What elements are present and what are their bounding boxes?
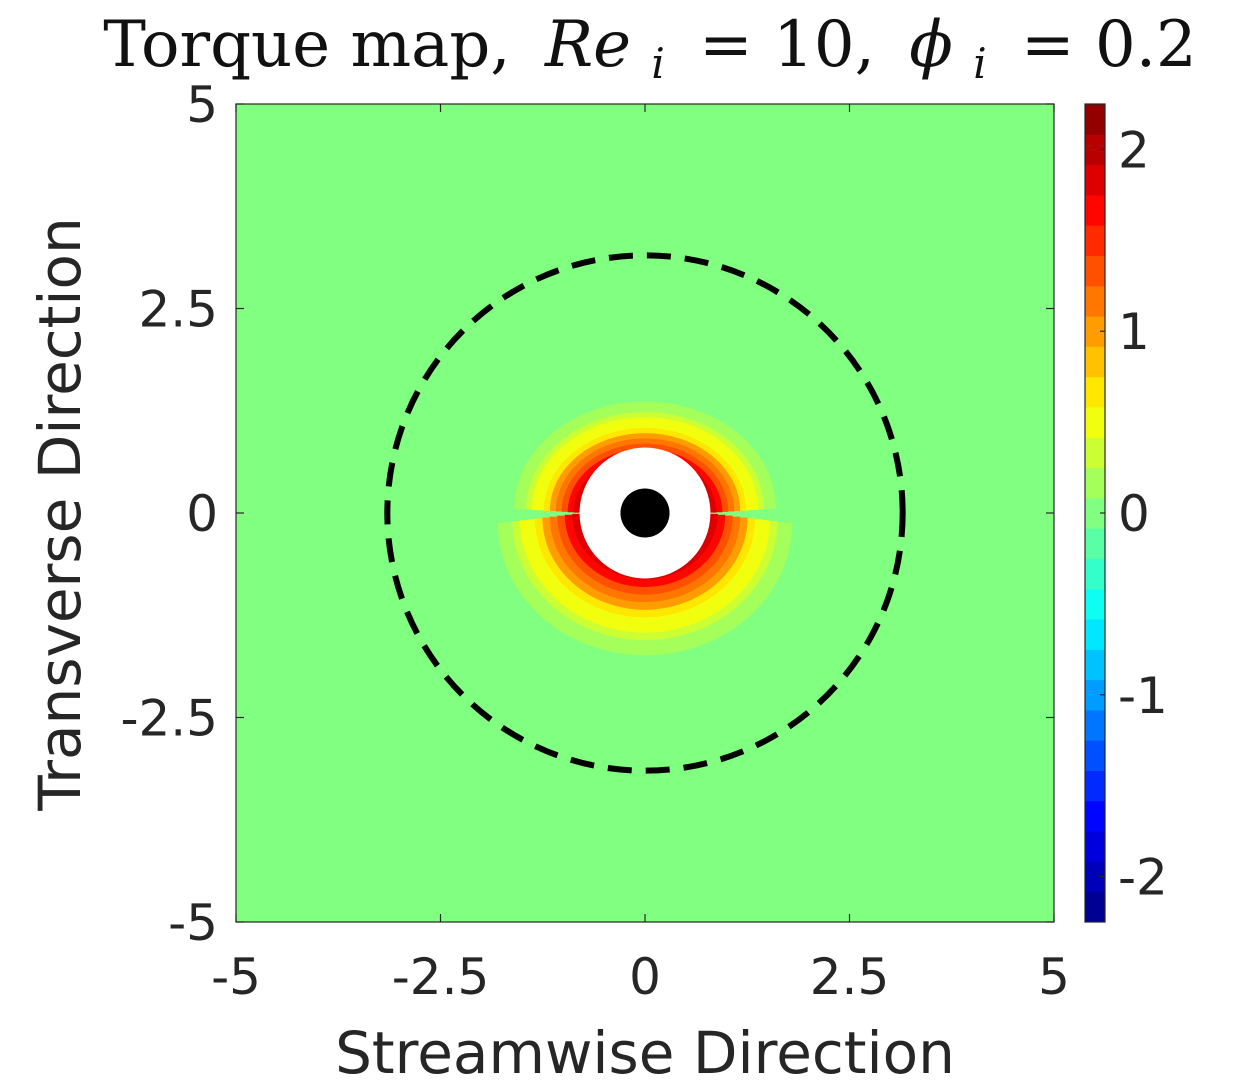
colorbar-level [1085, 740, 1105, 772]
colorbar-level [1085, 588, 1105, 620]
colorbar-tick-label: -1 [1118, 667, 1168, 725]
x-tick-label: -2.5 [392, 948, 490, 1006]
title-re-symbol: Re [544, 8, 631, 82]
colorbar-level [1085, 285, 1105, 317]
title-re-subscript: i [651, 39, 664, 88]
colorbar-level [1085, 679, 1105, 711]
colorbar-level [1085, 437, 1105, 469]
colorbar-level [1085, 225, 1105, 256]
y-tick-label: -2.5 [120, 690, 218, 748]
colorbar-level [1085, 194, 1105, 226]
particle [620, 488, 670, 538]
colorbar-gradient [1085, 104, 1105, 923]
title-phi-value: = 0.2 [1021, 8, 1197, 82]
plot-area [236, 104, 1054, 922]
y-tick-label: 5 [186, 76, 218, 134]
colorbar-level [1085, 891, 1105, 923]
y-tick-label: 2.5 [138, 281, 218, 339]
colorbar-ticks: -2 -1 0 1 2 [1100, 121, 1168, 907]
colorbar-level [1085, 104, 1105, 135]
x-axis-label: Streamwise Direction [335, 1019, 955, 1083]
colorbar-level [1085, 376, 1105, 408]
title-phi-subscript: i [973, 39, 986, 88]
colorbar-tick-label: -2 [1118, 849, 1168, 907]
title-prefix: Torque map, [103, 8, 510, 82]
x-tick-label: 0 [629, 948, 661, 1006]
colorbar-level [1085, 770, 1105, 802]
colorbar-level [1085, 528, 1105, 559]
colorbar-level [1085, 800, 1105, 832]
colorbar: -2 -1 0 1 2 [1084, 103, 1168, 923]
colorbar-level [1085, 709, 1105, 741]
y-tick-label: -5 [168, 894, 218, 952]
colorbar-tick-label: 2 [1118, 121, 1150, 179]
x-tick-label: 2.5 [810, 948, 890, 1006]
colorbar-level [1085, 649, 1105, 681]
colorbar-level [1085, 558, 1105, 590]
colorbar-level [1085, 134, 1105, 166]
y-tick-label: 0 [186, 485, 218, 543]
chart-title: Torque map, Re i = 10, ϕ i = 0.2 [103, 8, 1197, 94]
colorbar-level [1085, 831, 1105, 862]
dashed-circle [384, 252, 906, 774]
colorbar-level [1085, 497, 1105, 529]
colorbar-level [1085, 316, 1105, 347]
x-tick-label: -5 [211, 948, 261, 1006]
colorbar-level [1085, 619, 1105, 650]
colorbar-level [1085, 406, 1105, 438]
y-axis-label: Transverse Direction [26, 217, 94, 811]
title-phi-symbol: ϕ [909, 8, 953, 82]
colorbar-level [1085, 467, 1105, 499]
x-tick-label: 5 [1038, 948, 1070, 1006]
colorbar-tick-label: 0 [1118, 485, 1150, 543]
colorbar-level [1085, 346, 1105, 378]
title-re-value: = 10, [699, 8, 875, 82]
colorbar-tick-label: 1 [1118, 303, 1150, 361]
colorbar-level [1085, 255, 1105, 287]
colorbar-level [1085, 164, 1105, 196]
y-axis-ticks: -5 -2.5 0 2.5 5 [120, 76, 1054, 952]
colorbar-level [1085, 861, 1105, 893]
x-axis-ticks: -5 -2.5 0 2.5 5 [211, 104, 1070, 1006]
